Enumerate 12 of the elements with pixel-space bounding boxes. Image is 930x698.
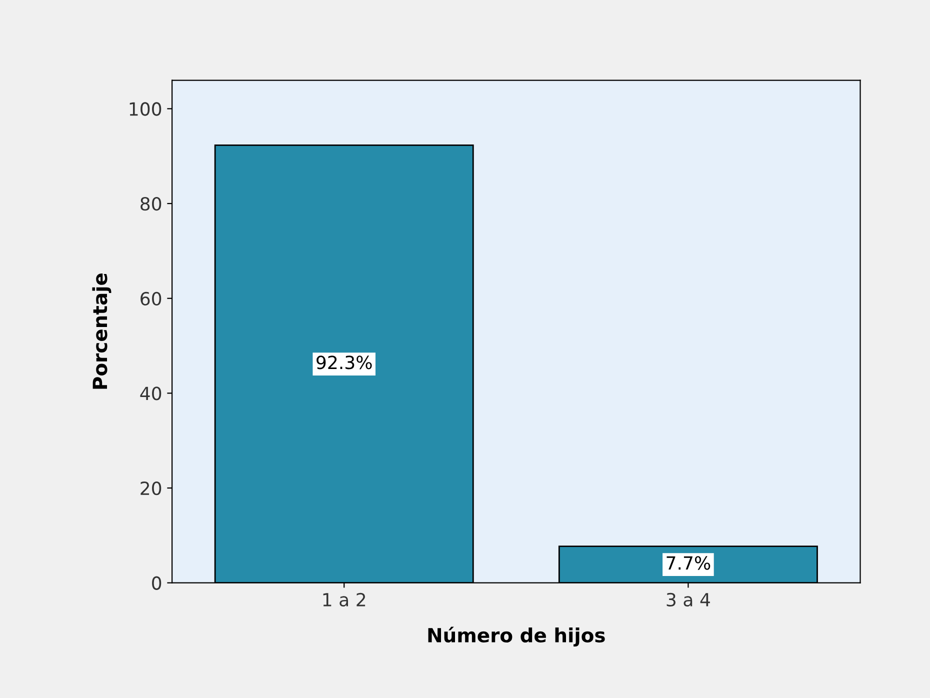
x-tick-label: 1 a 2	[323, 592, 366, 607]
x-axis-title: Número de hijos	[428, 626, 605, 646]
y-axis-title: Porcentaje	[92, 273, 112, 389]
y-tick-label: 80	[140, 197, 162, 211]
data-label: 7.7%	[666, 556, 710, 570]
y-tick-label: 100	[130, 102, 162, 116]
y-tick-label: 60	[140, 292, 162, 306]
x-tick-label: 3 a 4	[666, 592, 710, 607]
data-label: 92.3%	[316, 356, 372, 370]
y-tick-label: 40	[140, 386, 162, 400]
y-tick-label: 20	[140, 481, 162, 496]
y-tick-label: 0	[152, 576, 162, 590]
